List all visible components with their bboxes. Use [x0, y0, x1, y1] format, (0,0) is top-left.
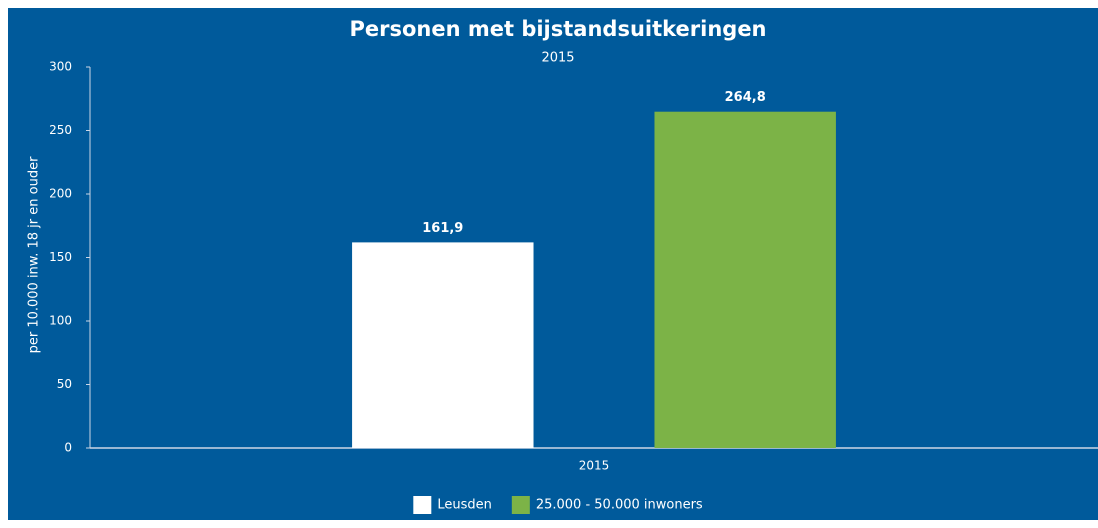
x-tick-label: 2015	[579, 459, 610, 473]
legend-swatch	[511, 496, 530, 514]
bar	[654, 111, 836, 448]
y-tick-label: 100	[49, 314, 72, 328]
legend-swatch	[413, 496, 432, 514]
value-label: 264,8	[725, 90, 766, 105]
legend-label: 25.000 - 50.000 inwoners	[536, 498, 703, 513]
chart-subtitle: 2015	[541, 51, 574, 66]
chart-title: Personen met bijstandsuitkeringen	[349, 17, 766, 41]
y-tick-label: 0	[64, 441, 72, 455]
value-label: 161,9	[422, 221, 463, 236]
background	[8, 8, 1098, 520]
y-tick-label: 200	[49, 187, 72, 201]
y-tick-label: 150	[49, 250, 72, 264]
legend-label: Leusden	[437, 498, 492, 513]
y-axis-label: per 10.000 inw. 18 jr en ouder	[27, 156, 42, 353]
y-tick-label: 50	[57, 377, 72, 391]
y-tick-label: 300	[49, 60, 72, 74]
bar	[352, 242, 534, 448]
y-tick-label: 250	[49, 123, 72, 137]
